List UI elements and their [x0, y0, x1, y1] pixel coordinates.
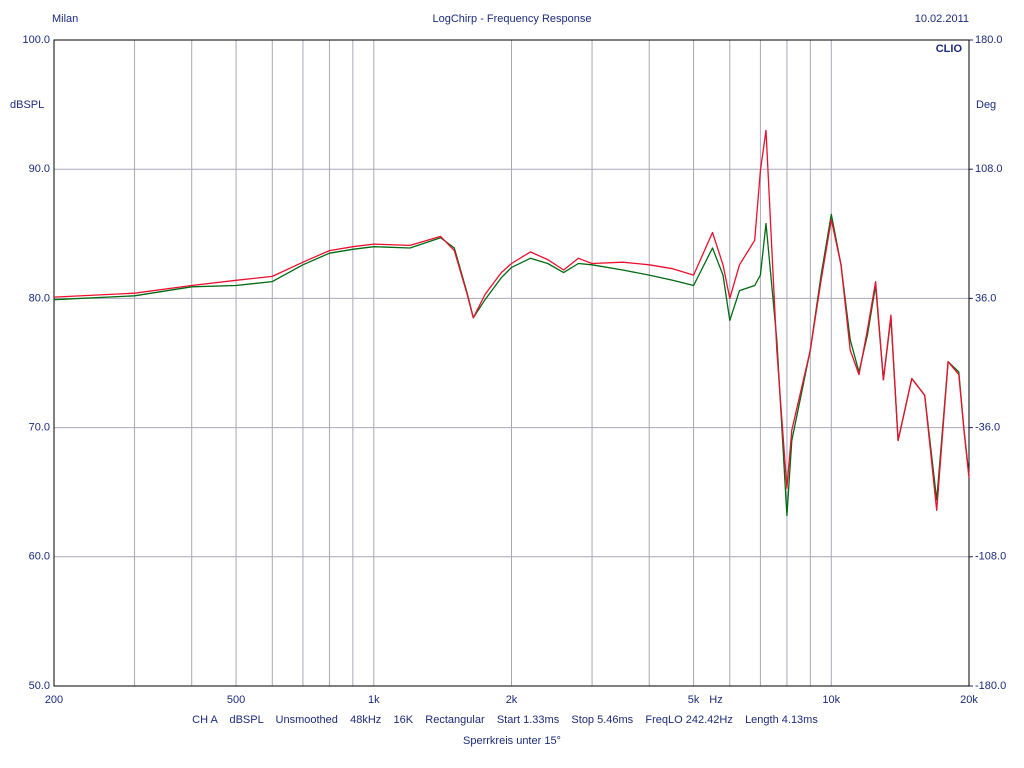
y-tick-label: 60.0 — [29, 551, 50, 563]
y2-tick-label: -180.0 — [975, 680, 1006, 692]
series-line — [53, 129, 970, 511]
date: 10.02.2011 — [915, 13, 969, 25]
y2-tick-label: 36.0 — [975, 292, 996, 304]
brand: CLIO — [936, 43, 963, 55]
y-tick-label: 100.0 — [22, 34, 50, 46]
y-axis-label: dBSPL — [10, 99, 44, 111]
y2-tick-label: 180.0 — [975, 34, 1003, 46]
x-tick-label: 20k — [960, 694, 978, 706]
y-tick-label: 80.0 — [29, 292, 50, 304]
x-tick-label: 1k — [368, 694, 380, 706]
y2-tick-label: -36.0 — [975, 422, 1000, 434]
y-tick-label: 70.0 — [29, 422, 50, 434]
y-tick-label: 50.0 — [29, 680, 50, 692]
left-header: Milan — [52, 13, 78, 25]
y2-tick-label: -108.0 — [975, 551, 1006, 563]
x-tick-label: 200 — [45, 694, 63, 706]
y-tick-label: 90.0 — [29, 163, 50, 175]
y2-tick-label: 108.0 — [975, 163, 1003, 175]
x-tick-label: 2k — [506, 694, 518, 706]
plot-frame — [53, 39, 970, 687]
note: Sperrkreis unter 15° — [463, 735, 561, 747]
y2-axis-label: Deg — [976, 99, 996, 111]
x-tick-label: 10k — [822, 694, 840, 706]
x-unit: Hz — [709, 694, 722, 706]
chart-title: LogChirp - Frequency Response — [433, 13, 592, 25]
x-tick-label: 500 — [227, 694, 245, 706]
settings: CH A dBSPL Unsmoothed 48kHz 16K Rectangu… — [192, 714, 818, 726]
x-tick-label: 5k — [688, 694, 700, 706]
